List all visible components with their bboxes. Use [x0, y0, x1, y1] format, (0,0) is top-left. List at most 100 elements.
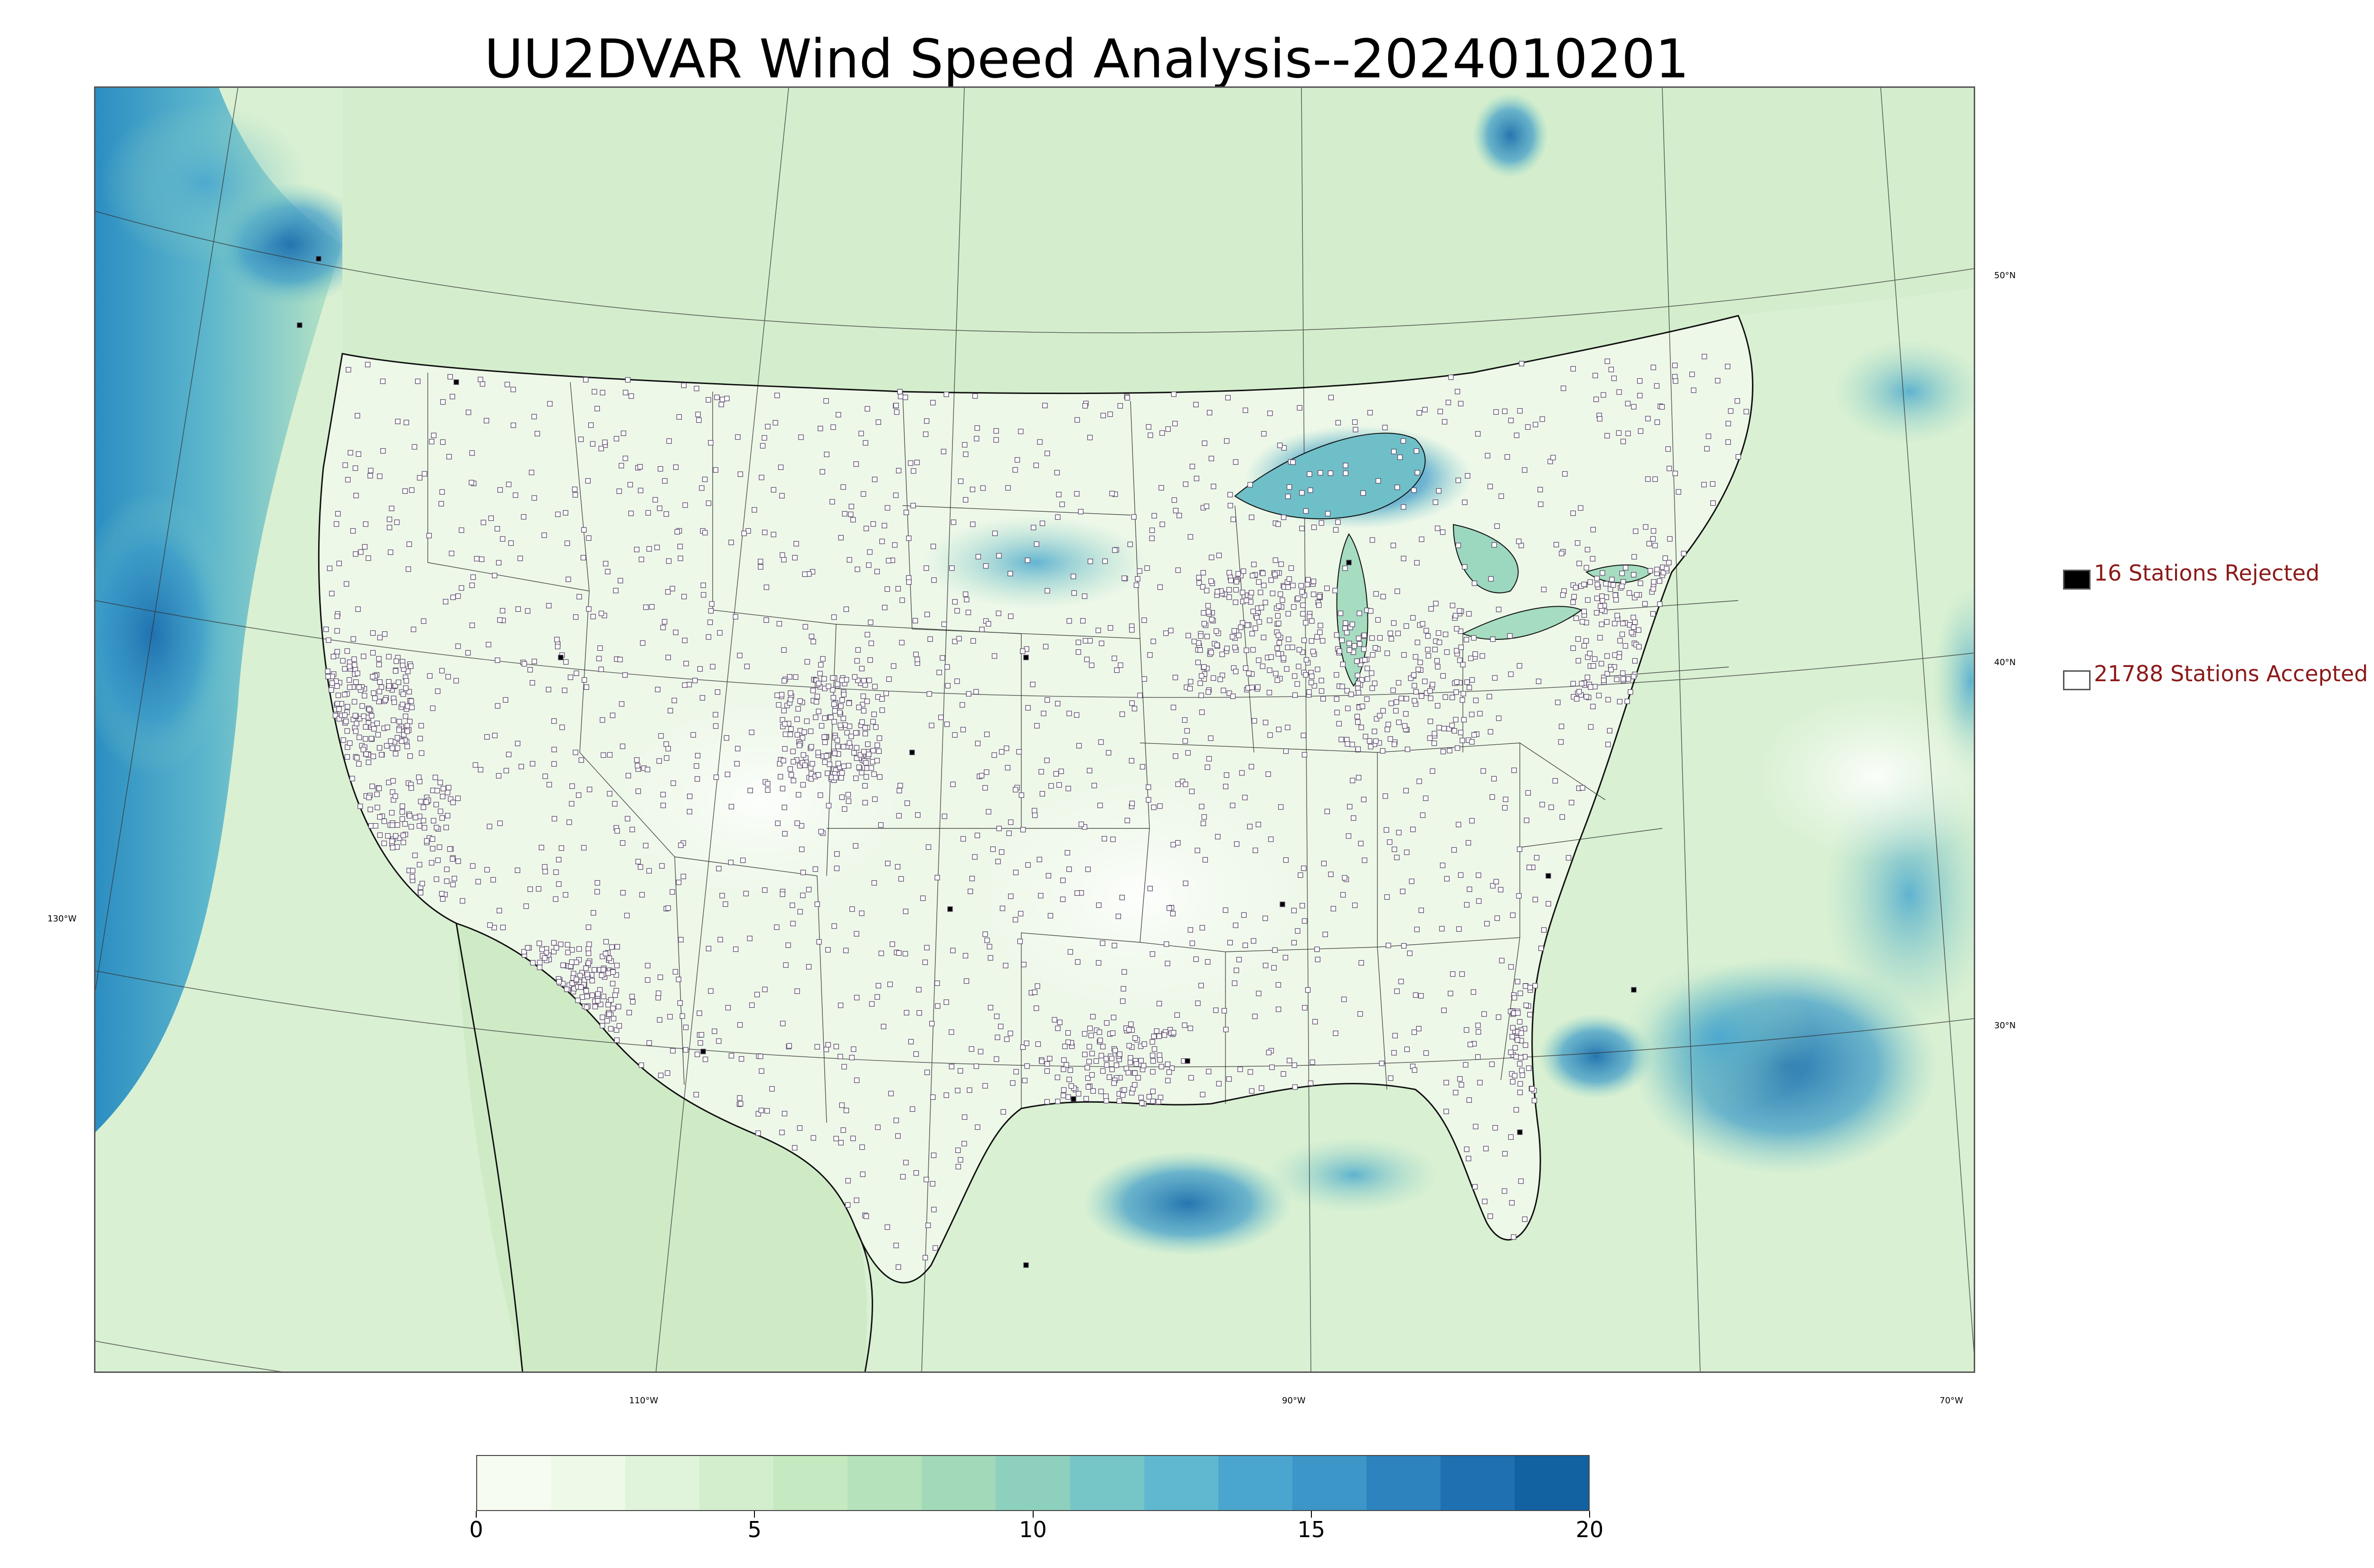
- station-accepted: [1452, 613, 1459, 619]
- station-accepted: [358, 549, 364, 555]
- wind-speed-map[interactable]: [94, 86, 1975, 1373]
- station-accepted: [878, 822, 884, 828]
- station-accepted: [861, 749, 867, 754]
- station-accepted: [978, 1049, 984, 1054]
- station-accepted: [1410, 826, 1416, 832]
- station-accepted: [949, 1064, 954, 1070]
- station-accepted: [1339, 684, 1345, 689]
- station-accepted: [854, 995, 860, 1001]
- colorbar-tick: [1589, 1511, 1590, 1518]
- station-accepted: [666, 558, 672, 564]
- station-accepted: [391, 699, 397, 705]
- station-accepted: [769, 1086, 775, 1092]
- station-accepted: [1116, 1098, 1122, 1104]
- station-accepted: [1320, 696, 1326, 702]
- station-accepted: [1434, 526, 1441, 531]
- station-accepted: [1436, 725, 1442, 731]
- station-accepted: [1291, 1062, 1297, 1068]
- station-accepted: [1466, 1097, 1472, 1103]
- station-accepted: [635, 859, 641, 864]
- station-accepted: [1175, 840, 1181, 846]
- station-accepted: [1667, 466, 1672, 471]
- station-accepted: [986, 621, 991, 627]
- station-accepted: [576, 594, 582, 600]
- station-accepted: [622, 455, 628, 461]
- station-accepted: [1067, 1067, 1074, 1073]
- station-accepted: [696, 417, 702, 423]
- station-accepted: [799, 846, 805, 852]
- station-accepted: [459, 527, 464, 533]
- station-accepted: [496, 908, 502, 913]
- station-accepted: [366, 706, 372, 713]
- station-accepted: [1189, 940, 1195, 946]
- station-accepted: [343, 718, 349, 724]
- station-accepted: [1507, 633, 1513, 639]
- station-accepted: [1636, 644, 1642, 650]
- station-accepted: [1227, 503, 1233, 508]
- station-accepted: [1187, 685, 1193, 692]
- station-accepted: [1208, 649, 1214, 656]
- station-accepted: [410, 868, 415, 873]
- station-accepted: [1316, 602, 1322, 608]
- station-accepted: [355, 606, 361, 612]
- station-accepted: [1068, 1083, 1074, 1089]
- station-accepted: [1275, 651, 1281, 657]
- station-accepted: [663, 741, 669, 747]
- station-accepted: [771, 487, 776, 493]
- station-accepted: [1469, 739, 1475, 745]
- station-accepted: [793, 674, 799, 680]
- station-accepted: [818, 792, 823, 798]
- station-accepted: [330, 654, 336, 659]
- station-accepted: [973, 1063, 979, 1069]
- station-accepted: [1199, 804, 1205, 809]
- station-accepted: [1725, 364, 1731, 369]
- station-accepted: [790, 902, 795, 908]
- station-accepted: [1401, 555, 1406, 562]
- station-accepted: [1037, 439, 1043, 445]
- station-accepted: [1036, 856, 1042, 863]
- station-accepted: [835, 761, 841, 767]
- station-accepted: [1642, 601, 1648, 607]
- station-accepted: [984, 732, 990, 737]
- station-accepted: [430, 836, 435, 842]
- station-accepted: [1422, 678, 1428, 685]
- station-accepted: [586, 787, 593, 792]
- station-accepted: [988, 955, 993, 961]
- station-accepted: [329, 680, 335, 686]
- station-accepted: [898, 394, 904, 399]
- station-accepted: [930, 1181, 935, 1187]
- station-accepted: [725, 771, 730, 778]
- station-accepted: [1411, 488, 1417, 493]
- station-accepted: [692, 677, 698, 684]
- station-accepted: [999, 849, 1005, 855]
- station-accepted: [717, 630, 723, 636]
- station-accepted: [1234, 967, 1239, 973]
- station-accepted: [1581, 609, 1587, 614]
- station-accepted: [1319, 677, 1324, 684]
- station-accepted: [1146, 797, 1151, 803]
- station-accepted: [737, 471, 743, 477]
- station-accepted: [1106, 750, 1112, 756]
- station-accepted: [1471, 635, 1477, 641]
- station-accepted: [859, 911, 865, 916]
- station-accepted: [449, 551, 454, 556]
- station-accepted: [1281, 1071, 1286, 1077]
- station-accepted: [393, 833, 399, 839]
- station-accepted: [1402, 723, 1408, 729]
- station-accepted: [843, 1108, 849, 1113]
- station-accepted: [754, 992, 760, 997]
- station-accepted: [1147, 652, 1153, 658]
- station-accepted: [445, 674, 451, 680]
- station-accepted: [1513, 1107, 1519, 1113]
- station-accepted: [681, 383, 687, 388]
- station-accepted: [1710, 481, 1715, 487]
- station-accepted: [702, 477, 708, 482]
- station-accepted: [1472, 1184, 1478, 1190]
- station-accepted: [518, 764, 524, 770]
- station-accepted: [1054, 469, 1060, 476]
- station-accepted: [1103, 1093, 1109, 1099]
- station-accepted: [687, 809, 692, 815]
- station-accepted: [1100, 413, 1106, 419]
- station-accepted: [830, 695, 836, 701]
- station-accepted: [1454, 679, 1460, 685]
